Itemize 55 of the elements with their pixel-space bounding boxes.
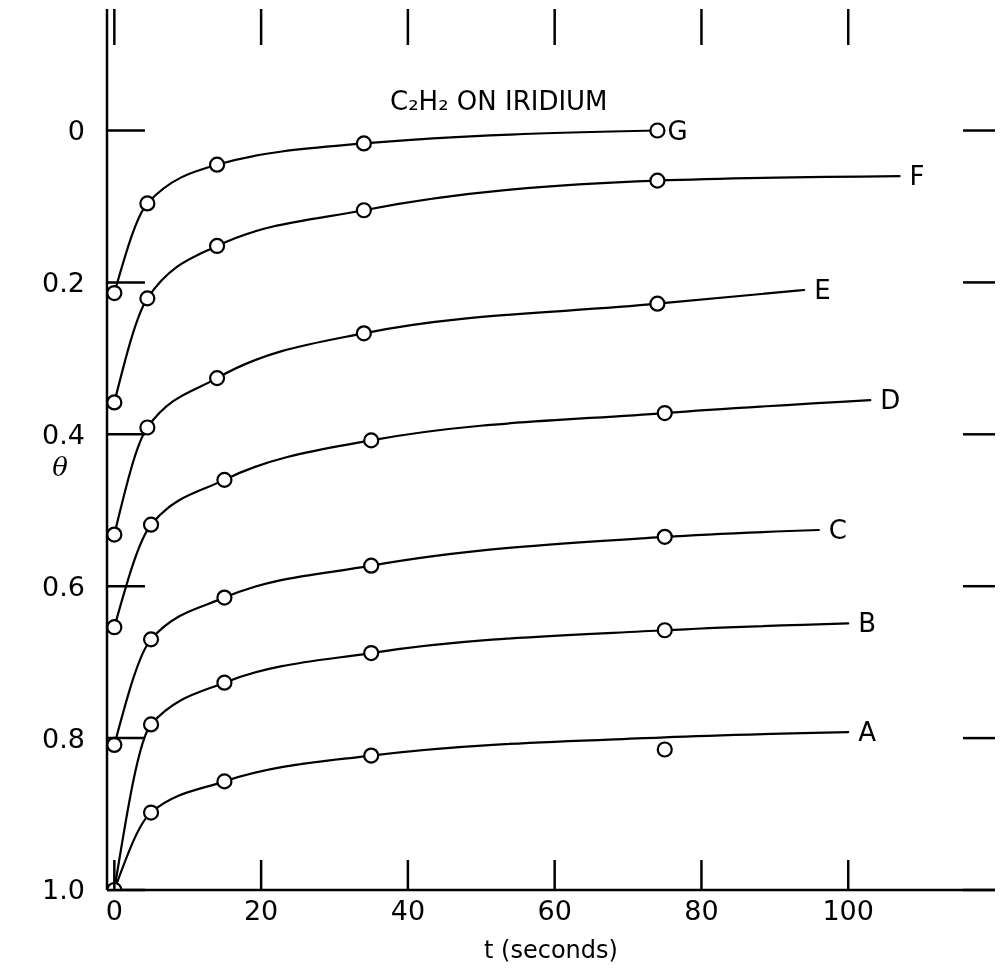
point	[363, 644, 380, 662]
series-label: A	[858, 717, 877, 748]
point	[355, 202, 372, 219]
point	[656, 741, 673, 758]
text: C₂H₂ ON IRIDIUM	[390, 86, 608, 116]
x-tick-label: 80	[684, 895, 719, 927]
y-tick-label: 0.4	[42, 418, 85, 450]
point	[649, 172, 666, 189]
point	[107, 284, 123, 302]
point	[355, 135, 372, 152]
point	[656, 404, 673, 422]
point	[656, 622, 673, 639]
point	[139, 195, 156, 212]
x-tick-label: 20	[243, 895, 279, 927]
series-label: G	[667, 115, 688, 146]
point	[216, 773, 233, 790]
series-label: F	[909, 161, 925, 192]
x-tick-label: 60	[537, 895, 572, 927]
series-label: E	[814, 275, 831, 306]
x-tick-label: 40	[390, 895, 426, 927]
point	[216, 589, 233, 606]
point	[142, 804, 160, 821]
x-tick-label: 0	[105, 895, 123, 927]
x-axis-title: t (seconds)	[484, 936, 618, 964]
series-label: C	[828, 515, 848, 546]
x-tick-label: 100	[822, 895, 874, 927]
y-tick-label: 0.8	[42, 722, 85, 754]
point	[107, 736, 123, 754]
point	[208, 156, 226, 173]
point	[363, 557, 380, 574]
point	[139, 290, 156, 307]
point	[649, 295, 666, 312]
point	[363, 432, 380, 449]
point	[656, 528, 673, 545]
point	[142, 716, 160, 733]
point	[216, 471, 233, 488]
point	[216, 674, 233, 691]
series-label: B	[858, 608, 877, 639]
y-tick-label: 0.6	[42, 570, 85, 602]
point	[107, 619, 123, 636]
point	[142, 631, 160, 648]
point	[208, 370, 226, 387]
y-tick-label: 0	[67, 114, 85, 146]
point	[107, 526, 123, 543]
point	[208, 237, 226, 255]
series-label: D	[880, 385, 901, 416]
point	[139, 419, 156, 436]
y-tick-label: 0.2	[42, 266, 85, 298]
point	[363, 747, 380, 764]
y-axis-title: θ	[52, 451, 69, 482]
point	[107, 394, 123, 411]
y-tick-label: 1.0	[42, 874, 85, 906]
point	[649, 122, 666, 139]
point	[142, 516, 160, 533]
point	[355, 325, 372, 342]
